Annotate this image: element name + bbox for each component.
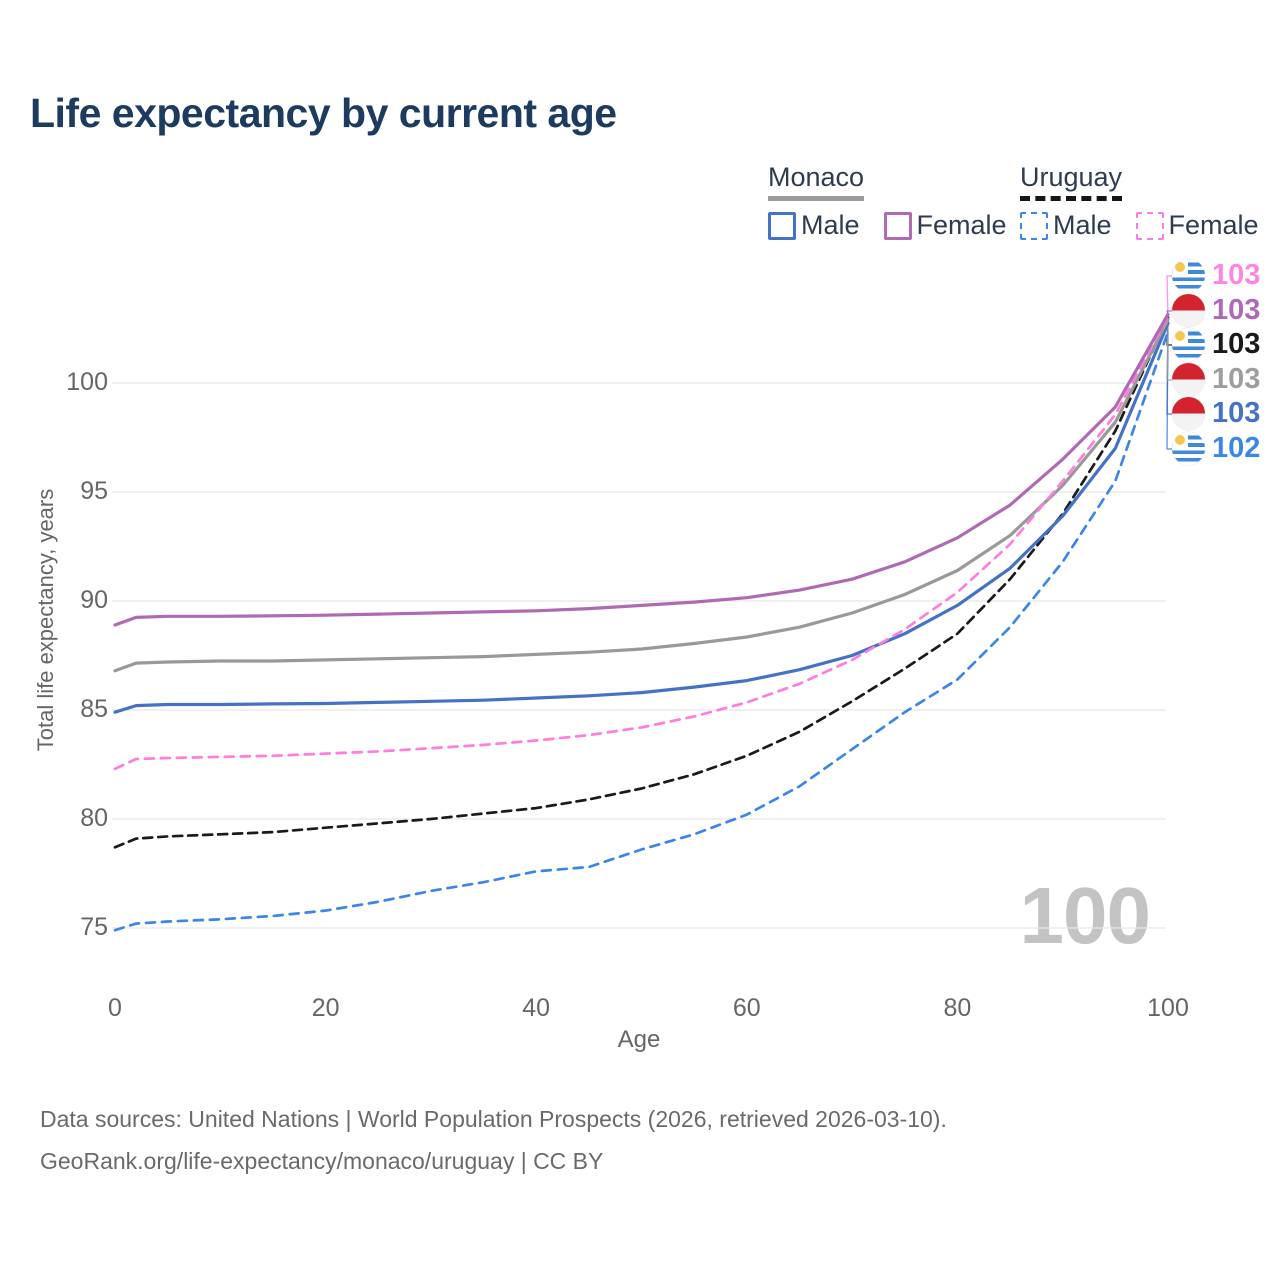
data-sources-line: Data sources: United Nations | World Pop…: [40, 1106, 947, 1132]
legend-item-uruguay-male[interactable]: Male: [1020, 210, 1112, 241]
age-watermark: 100: [1019, 871, 1151, 960]
uruguay-female-swatch-icon: [1135, 211, 1164, 240]
end-label-connector-monaco-both: [1166, 319, 1174, 381]
legend-items-monaco: Male Female: [768, 210, 1007, 241]
monaco-male-swatch-icon: [768, 211, 796, 240]
series-line-monaco-female[interactable]: [113, 312, 1170, 627]
series-line-monaco-male[interactable]: [113, 321, 1170, 714]
legend-item-label: Male: [801, 210, 860, 240]
legend-item-label: Female: [916, 210, 1007, 240]
legend-items-uruguay: Male Female: [1020, 210, 1259, 241]
legend-item-uruguay-female[interactable]: Female: [1135, 210, 1259, 241]
legend-item-monaco-male[interactable]: Male: [768, 210, 860, 241]
legend-item-monaco-female[interactable]: Female: [883, 210, 1007, 241]
series-line-monaco-both[interactable]: [113, 318, 1170, 673]
attribution-line: GeoRank.org/life-expectancy/monaco/urugu…: [40, 1148, 604, 1174]
footer: Data sources: United Nations | World Pop…: [40, 1106, 947, 1190]
y-axis-title: Total life expectancy, years: [33, 488, 58, 752]
end-label-connector-uruguay-female: [1166, 275, 1174, 317]
legend-group-monaco: Monaco Male Female: [768, 162, 1007, 241]
monaco-female-swatch-icon: [883, 211, 912, 240]
chart-title: Life expectancy by current age: [30, 90, 617, 136]
series-line-uruguay-male[interactable]: [113, 330, 1170, 932]
legend-country-monaco[interactable]: Monaco: [768, 162, 865, 201]
legend-country-uruguay[interactable]: Uruguay: [1020, 162, 1123, 201]
legend-group-uruguay: Uruguay Male Female: [1020, 162, 1259, 241]
x-axis-title: Age: [617, 1026, 661, 1053]
series-line-uruguay-both[interactable]: [113, 316, 1170, 849]
legend-item-label: Male: [1053, 210, 1112, 240]
legend: Monaco Male Female Uruguay Male: [0, 0, 1280, 250]
uruguay-male-swatch-icon: [1020, 211, 1048, 240]
series-line-uruguay-female[interactable]: [113, 315, 1170, 771]
legend-item-label: Female: [1168, 210, 1259, 240]
